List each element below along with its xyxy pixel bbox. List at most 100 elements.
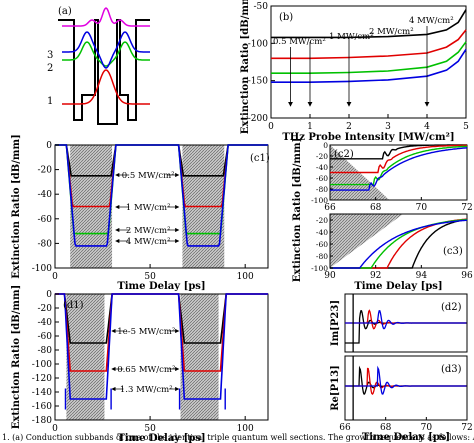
y-axis-label: Extinction Ratio [dB/mm] xyxy=(11,134,22,279)
y-tick-label: -100 xyxy=(311,264,328,273)
intensity-label: 4 MW/cm² xyxy=(126,237,171,247)
arrow-label: 2 MW/cm² xyxy=(369,27,414,37)
level-2-label: 2 xyxy=(47,63,53,74)
x-tick-label: 100 xyxy=(237,272,254,282)
level-3-curve xyxy=(62,31,150,69)
series-line xyxy=(345,365,467,395)
y-tick-label: -40 xyxy=(38,318,53,328)
y-axis-label: Re[P13] xyxy=(330,365,341,411)
level-3-label: 3 xyxy=(47,50,53,61)
y-tick-label: -40 xyxy=(316,163,328,172)
level-4-curve xyxy=(62,7,150,27)
c2-c3-y-axis-label: Extinction Ratio [dB/mm] xyxy=(292,138,303,283)
y-tick-label: 0 xyxy=(46,290,52,300)
y-tick-label: -80 xyxy=(316,252,328,261)
y-tick-label: -100 xyxy=(32,264,52,274)
panel-c2-label: (c2) xyxy=(334,149,354,160)
y-tick-label: -140 xyxy=(32,388,52,398)
panel-b-label: (b) xyxy=(279,12,293,23)
x-tick-label: 96 xyxy=(461,271,473,281)
y-tick-label: -150 xyxy=(248,77,268,87)
series-line xyxy=(55,144,268,247)
panel-a-label: (a) xyxy=(58,6,72,17)
series-line xyxy=(330,144,467,160)
y-tick-label: -160 xyxy=(32,402,52,412)
x-tick-label: 4 xyxy=(424,122,430,132)
x-axis-label: Time Delay [ps] xyxy=(117,433,205,443)
level-2-curve xyxy=(62,41,150,67)
x-tick-label: 50 xyxy=(144,424,156,434)
y-axis-label: Extinction Ratio [dB/mm] xyxy=(11,285,22,430)
series-line xyxy=(271,29,467,60)
y-tick-label: -60 xyxy=(316,240,328,249)
y-tick-label: -50 xyxy=(254,2,269,12)
panel-d2-label: (d2) xyxy=(441,302,462,313)
panel-d3-label: (d3) xyxy=(441,364,462,375)
x-tick-label: 2 xyxy=(346,122,352,132)
y-tick-label: -80 xyxy=(38,239,53,249)
level-1-curve xyxy=(62,69,150,105)
intensity-label: 1.3 MW/cm² xyxy=(120,385,173,395)
y-tick-label: -100 xyxy=(311,196,328,205)
series-line xyxy=(271,9,467,39)
series-line xyxy=(345,310,467,344)
y-tick-label: -60 xyxy=(38,332,53,342)
y-tick-label: -40 xyxy=(316,228,328,237)
series-line xyxy=(271,41,467,74)
level-1-label: 1 xyxy=(47,96,53,107)
x-tick-label: 72 xyxy=(461,423,472,433)
panel-c3-label: (c3) xyxy=(443,246,463,257)
series-line xyxy=(271,48,467,83)
intensity-label: 1e-5 MW/cm² xyxy=(117,327,175,337)
y-axis-label: Extinction Ratio [dB/mm] xyxy=(240,0,251,134)
x-axis-label: Time Delay [ps] xyxy=(117,281,205,292)
series-line xyxy=(330,219,468,269)
y-axis-label: Im[P23] xyxy=(330,300,341,346)
y-tick-label: -20 xyxy=(316,152,328,161)
x-tick-label: 68 xyxy=(380,423,392,433)
series-line xyxy=(345,310,467,330)
y-tick-label: -40 xyxy=(38,190,53,200)
y-tick-label: -100 xyxy=(248,39,268,49)
x-tick-label: 68 xyxy=(370,203,382,213)
x-tick-label: 90 xyxy=(324,271,336,281)
pulse-shade xyxy=(180,294,219,420)
intensity-label: 2 MW/cm² xyxy=(126,226,171,236)
y-tick-label: -20 xyxy=(316,216,328,225)
y-tick-label: -20 xyxy=(38,304,53,314)
x-tick-label: 70 xyxy=(416,203,428,213)
y-tick-label: -60 xyxy=(38,215,53,225)
y-tick-label: -200 xyxy=(248,114,268,124)
panel-c1-label: (c1) xyxy=(250,153,270,164)
y-tick-label: -60 xyxy=(316,174,328,183)
y-tick-label: -100 xyxy=(32,360,52,370)
x-tick-label: 50 xyxy=(144,272,156,282)
arrow-label: 1 MW/cm² xyxy=(329,32,374,42)
x-axis-label: Time Delay [ps] xyxy=(354,281,442,292)
intensity-label: 0.65 MW/cm² xyxy=(117,365,175,375)
panel-b-frame xyxy=(270,5,467,119)
x-tick-label: 70 xyxy=(421,423,433,433)
series-line xyxy=(330,147,468,191)
x-tick-label: 92 xyxy=(370,271,381,281)
x-tick-label: 72 xyxy=(461,203,472,213)
x-tick-label: 94 xyxy=(416,271,428,281)
y-tick-label: -120 xyxy=(32,374,52,384)
intensity-label: 0.5 MW/cm² xyxy=(122,171,175,181)
y-tick-label: -80 xyxy=(38,346,53,356)
x-tick-label: 0 xyxy=(268,122,274,132)
y-tick-label: 0 xyxy=(46,141,52,151)
x-tick-label: 1 xyxy=(307,122,313,132)
y-tick-label: -20 xyxy=(38,166,53,176)
panel-d1-label: (d1) xyxy=(63,300,84,311)
x-tick-label: 0 xyxy=(52,272,58,282)
series-line xyxy=(330,145,468,186)
x-tick-label: 100 xyxy=(237,424,254,434)
y-tick-label: 0 xyxy=(323,141,328,150)
y-tick-label: -180 xyxy=(32,416,52,426)
x-tick-label: 5 xyxy=(463,122,469,132)
x-axis-label: Time Delay [ps] xyxy=(362,432,450,443)
y-tick-label: -80 xyxy=(316,185,328,194)
pulse-shade xyxy=(66,294,105,420)
